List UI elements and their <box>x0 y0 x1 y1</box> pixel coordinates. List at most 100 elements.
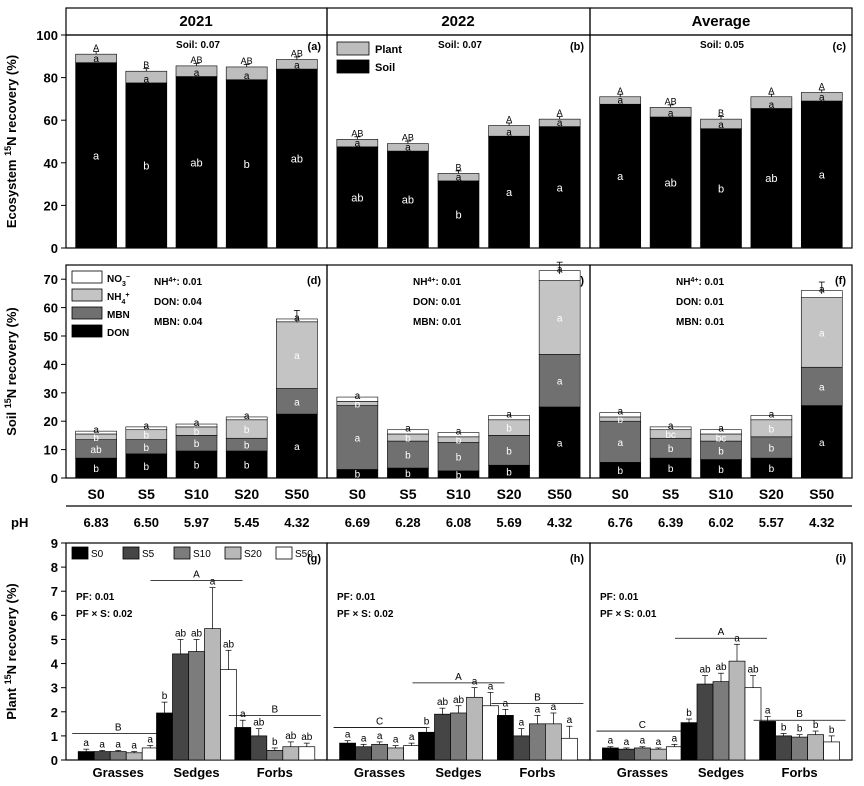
letter-no3: a <box>93 425 99 436</box>
letter-total: B <box>455 162 461 172</box>
bar-no3 <box>750 415 793 421</box>
col-title-average: Average <box>692 13 751 30</box>
bar-no3 <box>649 426 692 431</box>
bar-no3 <box>225 416 268 421</box>
y-axis-label-soil: Soil 15N recovery (%) <box>3 307 19 436</box>
letter-soil: ab <box>765 173 777 185</box>
group-label: Forbs <box>782 765 818 780</box>
ph-value: 6.39 <box>658 515 683 530</box>
letter-mbn: a <box>355 434 361 445</box>
bar-s0 <box>418 731 435 761</box>
letter-plant: a <box>668 109 674 120</box>
letter-treatment: a <box>361 733 367 744</box>
letter-don: a <box>557 439 563 450</box>
letter-treatment: b <box>797 724 803 735</box>
bar-soil <box>488 135 530 249</box>
bar-don <box>175 450 218 479</box>
treatment-label: S0 <box>349 486 366 502</box>
column-titles: 2021 2022 Average <box>179 13 750 30</box>
legend-label-mbn: MBN <box>107 310 130 321</box>
letter-treatment: b <box>781 722 787 733</box>
letter-total: A <box>93 43 99 53</box>
letter-don: a <box>819 438 825 449</box>
bar-s50 <box>823 741 840 761</box>
bar-s50 <box>744 687 762 761</box>
letter-soil: a <box>617 171 624 183</box>
ph-value: 6.50 <box>134 515 159 530</box>
bar-s5 <box>93 751 111 761</box>
legend-label-plant: Plant <box>375 44 402 56</box>
letter-treatment: b <box>424 716 430 727</box>
panel-label: (a) <box>308 41 322 53</box>
letter-treatment: b <box>829 725 835 736</box>
bar-nh4 <box>276 321 318 389</box>
y-tick-label: 4 <box>51 657 59 672</box>
letter-treatment: a <box>99 739 105 750</box>
letter-group: A <box>718 627 725 638</box>
treatment-label: S5 <box>662 486 679 502</box>
letter-nh4: b <box>244 425 250 436</box>
bar-soil <box>750 108 793 249</box>
legend-swatch-mbn <box>71 306 103 320</box>
letter-no3: a <box>355 391 361 402</box>
letter-no3: a <box>405 424 411 435</box>
letter-soil: b <box>455 209 461 221</box>
letter-treatment: a <box>393 735 399 746</box>
letter-no3: a <box>456 427 462 438</box>
letter-don: b <box>355 470 361 481</box>
ph-value: 5.57 <box>759 515 784 530</box>
letter-plant: a <box>819 93 825 104</box>
bar-s0 <box>156 712 173 761</box>
ph-value: 6.08 <box>446 515 471 530</box>
bar-s10 <box>188 651 205 761</box>
treatment-label: S50 <box>809 486 834 502</box>
letter-soil: a <box>506 187 513 199</box>
y-tick-label: 10 <box>44 443 58 458</box>
letter-treatment: a <box>472 677 478 688</box>
letter-nh4: b <box>405 434 411 445</box>
letter-treatment: a <box>488 681 494 692</box>
bar-s10 <box>712 681 730 761</box>
letter-treatment: a <box>83 738 89 749</box>
ph-value: 4.32 <box>284 515 309 530</box>
letter-don: b <box>93 464 99 475</box>
y-tick-label: 7 <box>51 584 58 599</box>
letter-total: A <box>506 115 512 125</box>
letter-mbn: b <box>668 444 674 455</box>
letter-plant: a <box>769 100 775 111</box>
letter-plant: a <box>617 96 623 107</box>
letter-treatment: a <box>624 737 630 748</box>
bar-s20 <box>125 752 143 761</box>
panel-annotation: PF × S: 0.02 <box>76 609 133 620</box>
bar-s5 <box>355 746 372 761</box>
letter-treatment: ab <box>453 695 465 706</box>
bar-soil <box>538 126 581 249</box>
letter-treatment: ab <box>715 662 727 673</box>
y-tick-label: 80 <box>44 71 58 86</box>
letter-total: AB <box>241 56 253 66</box>
letter-don: b <box>144 462 150 473</box>
bar-s50 <box>141 747 159 761</box>
letter-treatment: ab <box>253 718 265 729</box>
treatment-label: S20 <box>759 486 784 502</box>
bar-soil <box>800 100 843 249</box>
legend-label-s20: S20 <box>244 549 262 560</box>
letter-group: A <box>455 672 462 683</box>
bar-soil <box>437 180 480 249</box>
y-tick-label: 6 <box>51 608 58 623</box>
letter-plant: a <box>718 120 724 131</box>
panel-annotation: Soil: 0.05 <box>700 40 744 51</box>
panel-annotation: NH4+: 0.01 <box>154 277 202 289</box>
bar-no3 <box>75 430 117 435</box>
treatment-label: S20 <box>497 486 522 502</box>
panel-label: (g) <box>307 553 321 565</box>
letter-nh4: b <box>769 424 775 435</box>
letter-treatment: ab <box>285 731 297 742</box>
legend-label-soil: Soil <box>375 62 395 74</box>
group-label: Sedges <box>173 765 219 780</box>
letter-plant: a <box>93 54 99 65</box>
letter-group: B <box>271 704 278 715</box>
legend-swatch-soil <box>336 59 370 74</box>
